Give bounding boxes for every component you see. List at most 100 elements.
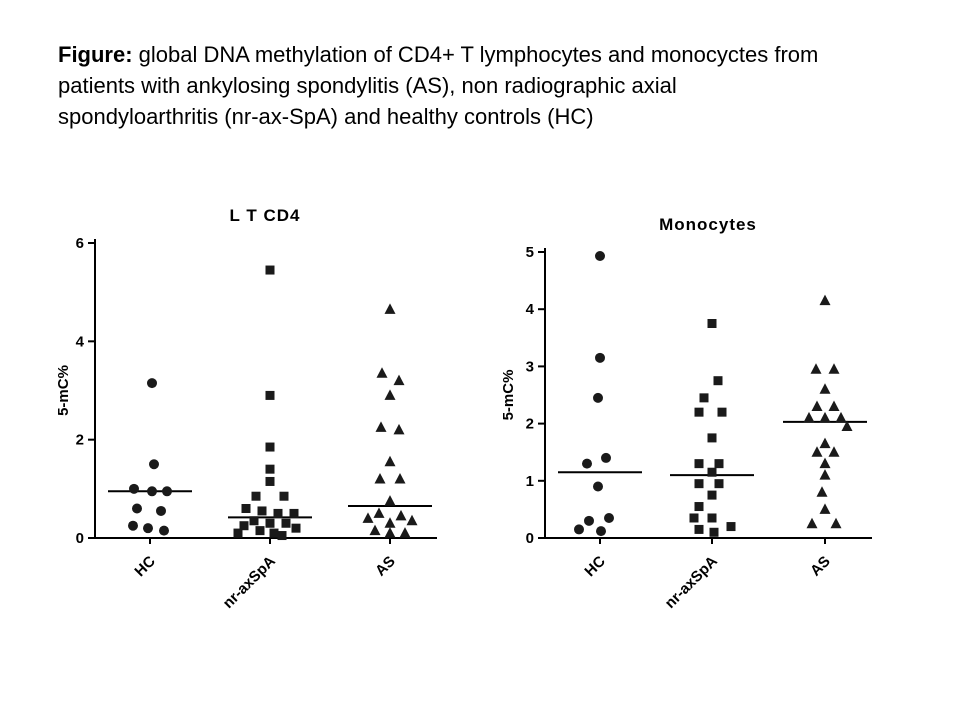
data-point-square (289, 508, 299, 518)
data-point-circle (149, 459, 159, 470)
chart-title: Monocytes (659, 215, 757, 234)
data-point-circle (162, 486, 172, 497)
y-axis-label: 5-mC% (500, 370, 517, 421)
data-point-square (265, 390, 275, 400)
data-point-square (713, 376, 723, 386)
data-point-square (707, 319, 717, 328)
data-point-circle (595, 251, 605, 262)
data-point-triangle (811, 446, 823, 457)
y-tick-label: 0 (526, 530, 534, 547)
data-point-triangle (810, 363, 822, 374)
data-point-triangle (375, 421, 387, 432)
data-point-triangle (384, 455, 396, 467)
data-point-square (281, 518, 291, 528)
x-group-label: AS (372, 553, 399, 580)
y-tick-label: 4 (526, 301, 535, 318)
data-point-triangle (803, 411, 815, 423)
monocytes-scatter-chart: Monocytes 0 1 2 3 4 5 5-mC% HC nr-axSpA AS (500, 215, 872, 612)
data-point-triangle (393, 423, 405, 435)
data-point-circle (582, 458, 592, 469)
data-point-triangle (828, 446, 840, 457)
data-point-triangle (835, 411, 847, 423)
data-point-triangle (406, 514, 418, 526)
data-point-square (251, 491, 261, 501)
data-point-triangle (819, 294, 831, 306)
data-point-triangle (395, 509, 407, 521)
data-point-square (694, 407, 704, 417)
data-point-circle (601, 452, 611, 463)
data-point-circle (128, 520, 138, 531)
data-point-square (694, 524, 704, 534)
data-point-square (714, 479, 724, 489)
data-point-triangle (819, 503, 831, 514)
data-point-circle (156, 505, 166, 516)
data-point-square (694, 502, 704, 512)
y-tick-label: 3 (526, 358, 534, 375)
data-point-triangle (819, 437, 831, 449)
data-point-triangle (384, 495, 396, 506)
data-point-square (717, 407, 727, 417)
data-point-circle (143, 523, 153, 534)
data-point-square (707, 490, 717, 500)
data-point-triangle (374, 473, 386, 484)
data-point-square (241, 504, 251, 513)
data-point-triangle (828, 400, 840, 411)
data-point-triangle (373, 507, 385, 518)
data-point-circle (595, 352, 605, 363)
data-point-circle (593, 481, 603, 492)
data-point-square (265, 442, 275, 452)
figure-caption: Figure: global DNA methylation of CD4+ T… (58, 40, 908, 132)
caption-line-2: patients with ankylosing spondylitis (AS… (58, 72, 677, 98)
data-point-square (265, 518, 275, 528)
data-point-triangle (811, 400, 823, 411)
data-point-square (255, 526, 265, 536)
data-point-square (265, 265, 275, 275)
y-tick-label: 2 (76, 432, 84, 449)
data-point-triangle (384, 517, 396, 528)
data-point-square (265, 464, 275, 474)
y-tick-label: 5 (526, 244, 534, 261)
data-point-square (265, 476, 275, 486)
chart-title: L T CD4 (230, 206, 301, 225)
data-point-triangle (384, 527, 396, 538)
data-point-square (279, 491, 289, 501)
data-point-square (707, 513, 717, 523)
data-point-triangle (394, 473, 406, 484)
y-tick-label: 4 (76, 333, 85, 350)
data-point-triangle (384, 389, 396, 400)
data-point-triangle (828, 363, 840, 374)
data-point-triangle (393, 374, 405, 386)
data-point-circle (596, 526, 606, 537)
data-point-circle (147, 378, 157, 389)
data-point-square (291, 523, 301, 533)
y-tick-label: 6 (76, 235, 84, 252)
x-group-label: nr-axSpA (220, 553, 279, 612)
data-point-square (257, 506, 267, 516)
data-point-square (269, 528, 279, 538)
caption-bold-prefix: Figure: (58, 42, 133, 67)
data-point-triangle (819, 411, 831, 423)
lt-cd4-scatter-chart: L T CD4 0 2 4 6 5-mC% HC nr-axSpA AS (55, 206, 437, 612)
y-tick-label: 0 (76, 530, 84, 547)
data-point-square (726, 522, 736, 532)
data-point-circle (129, 483, 139, 494)
caption-line-1: Figure: global DNA methylation of CD4+ T… (58, 40, 908, 71)
data-point-square (273, 508, 283, 518)
data-point-square (709, 527, 719, 537)
data-point-triangle (384, 303, 396, 314)
data-point-triangle (830, 517, 842, 529)
data-point-triangle (369, 524, 381, 536)
x-group-label: HC (581, 553, 608, 580)
data-point-square (249, 516, 259, 526)
x-group-label: AS (807, 553, 834, 580)
data-point-circle (584, 515, 594, 526)
data-point-circle (604, 512, 614, 523)
data-point-triangle (841, 420, 853, 431)
data-point-triangle (819, 457, 831, 469)
caption-line-1-text: global DNA methylation of CD4+ T lymphoc… (132, 42, 819, 67)
data-point-triangle (362, 512, 374, 523)
y-tick-label: 1 (526, 473, 534, 490)
data-point-triangle (806, 517, 818, 529)
data-point-triangle (819, 469, 831, 480)
data-point-square (694, 479, 704, 489)
